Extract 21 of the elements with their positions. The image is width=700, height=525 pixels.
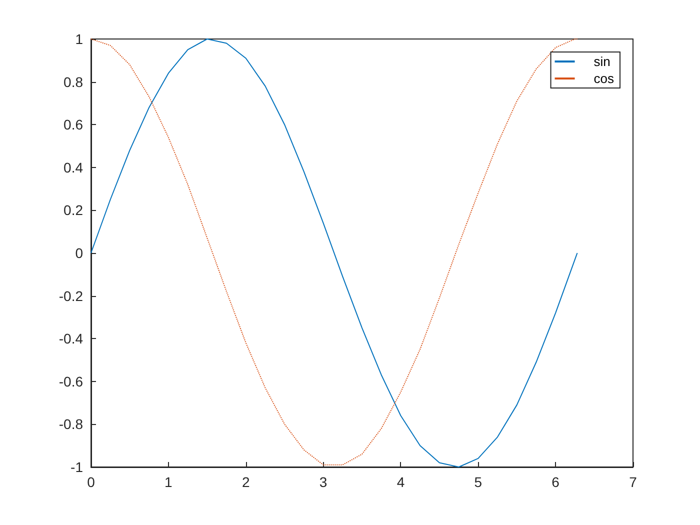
x-tick-label: 6 bbox=[552, 474, 560, 490]
x-tick-label: 2 bbox=[242, 474, 250, 490]
y-tick-label: -1 bbox=[70, 459, 84, 475]
y-tick-label: 0.6 bbox=[64, 116, 84, 133]
y-tick-label: -0.8 bbox=[58, 416, 84, 432]
legend-label: sin bbox=[594, 54, 610, 69]
x-tick-label: 0 bbox=[87, 474, 96, 490]
x-tick-label: 5 bbox=[474, 474, 482, 490]
y-tick-label: -0.2 bbox=[58, 288, 84, 304]
y-tick-label: 0.8 bbox=[64, 74, 84, 90]
x-tick-label: 4 bbox=[396, 474, 405, 490]
legend-label: cos bbox=[594, 71, 614, 86]
y-tick-label: -0.6 bbox=[58, 373, 84, 390]
y-tick-label: 0 bbox=[75, 245, 84, 261]
y-tick-label: 1 bbox=[75, 31, 84, 47]
x-tick-label: 7 bbox=[629, 474, 638, 490]
x-tick-label: 3 bbox=[319, 474, 328, 490]
y-tick-label: -0.4 bbox=[58, 330, 84, 347]
y-tick-label: 0.2 bbox=[64, 202, 84, 218]
x-tick-label: 1 bbox=[164, 474, 173, 490]
y-tick-label: 0.4 bbox=[64, 159, 84, 176]
